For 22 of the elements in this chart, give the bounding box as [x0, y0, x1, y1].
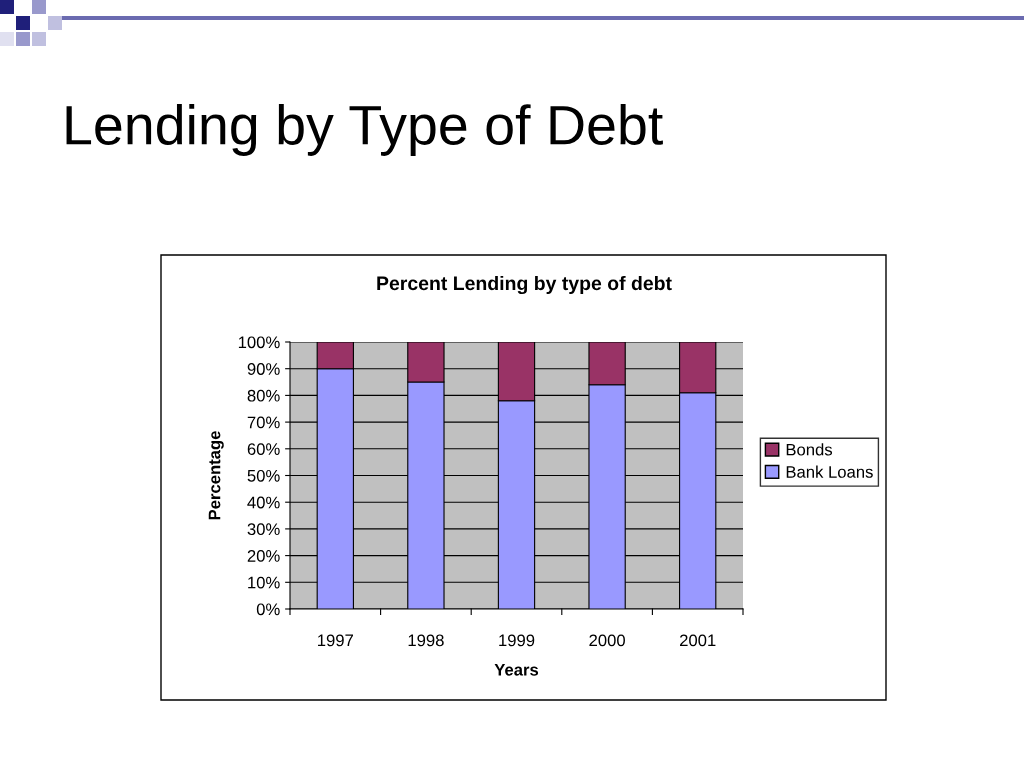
y-tick-label: 50% — [247, 469, 280, 482]
y-tick-label: 10% — [248, 576, 280, 589]
y-tick-label: 40% — [247, 496, 280, 509]
x-tick-label: 2000 — [589, 634, 625, 647]
x-tick-label: 1998 — [408, 634, 444, 647]
legend-label: Bonds — [786, 443, 833, 456]
y-axis-title: Percentage — [208, 431, 224, 520]
x-tick-label: 2001 — [680, 634, 716, 647]
y-tick-label: 60% — [247, 443, 280, 455]
legend-label: Bank Loans — [786, 465, 873, 478]
y-tick-label: 30% — [247, 523, 280, 536]
chart-subtitle: Percent Lending by type of debt — [377, 275, 672, 295]
y-tick-label: 70% — [247, 416, 280, 429]
chart-title: Lending by Type of Debt — [66, 104, 663, 156]
y-tick-label: 90% — [247, 363, 280, 375]
y-tick-label: 80% — [247, 389, 280, 402]
y-tick-label: 20% — [247, 550, 280, 562]
y-tick-label: 100% — [238, 336, 280, 349]
x-axis-title: Years — [494, 664, 539, 676]
x-tick-label: 1999 — [499, 634, 535, 647]
y-tick-label: 0% — [256, 603, 280, 616]
x-tick-label: 1997 — [318, 634, 353, 647]
